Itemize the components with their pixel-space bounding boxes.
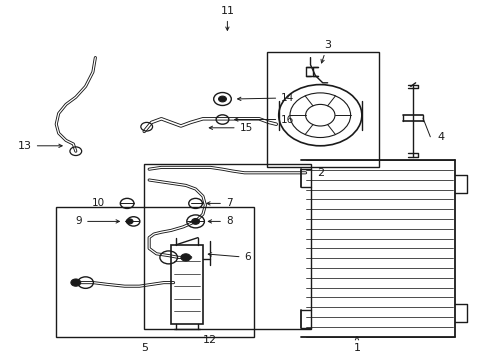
Text: 10: 10 [92,198,105,208]
Text: 6: 6 [208,252,251,262]
Text: 15: 15 [209,123,252,133]
Bar [266,52,378,167]
Text: 16: 16 [234,114,294,125]
Circle shape [181,254,190,261]
Bar [171,245,203,324]
Text: 4: 4 [437,132,444,142]
Text: 13: 13 [18,141,62,151]
Circle shape [71,279,81,286]
Text: 8: 8 [208,216,232,226]
Text: 3: 3 [321,40,330,63]
Text: 14: 14 [237,93,294,103]
Circle shape [218,96,226,102]
Text: 2: 2 [316,168,323,178]
Bar [144,164,310,329]
Text: 7: 7 [206,198,232,208]
Bar [56,207,254,337]
Text: 11: 11 [220,6,234,30]
Text: 12: 12 [203,335,217,345]
Text: 1: 1 [353,337,360,354]
Text: 9: 9 [75,216,119,226]
Text: 5: 5 [141,343,147,354]
Circle shape [191,219,199,224]
Circle shape [126,219,133,224]
